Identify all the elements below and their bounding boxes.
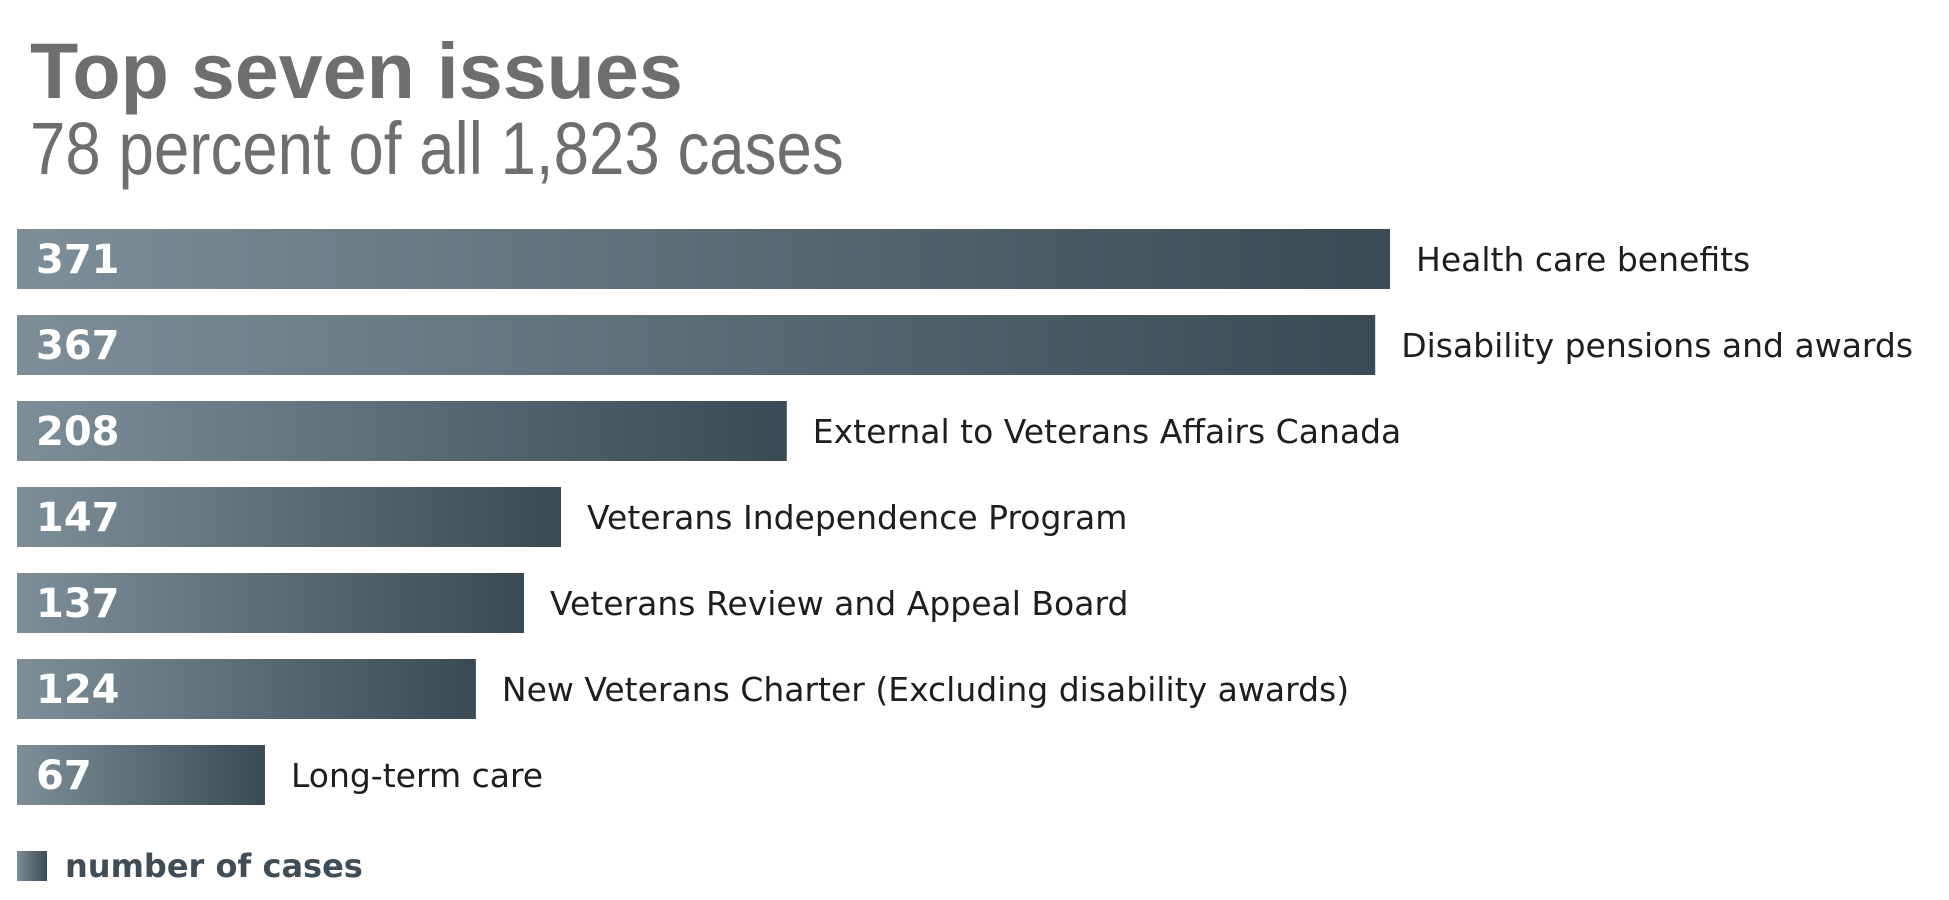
- legend: number of cases: [17, 847, 363, 885]
- category-label-2: External to Veterans Affairs Canada: [813, 412, 1402, 451]
- chart-subtitle: 78 percent of all 1,823 cases: [30, 107, 844, 190]
- value-label-5: 124: [36, 667, 120, 713]
- bar-5: [17, 659, 476, 719]
- legend-swatch: [17, 851, 47, 881]
- category-label-6: Long-term care: [291, 756, 543, 795]
- value-label-1: 367: [36, 323, 120, 369]
- bar-2: [17, 401, 787, 461]
- value-label-3: 147: [36, 495, 120, 541]
- value-label-4: 137: [36, 581, 120, 627]
- value-label-2: 208: [36, 409, 120, 455]
- bar-0: [17, 229, 1390, 289]
- category-label-4: Veterans Review and Appeal Board: [550, 584, 1128, 623]
- category-label-5: New Veterans Charter (Excluding disabili…: [502, 670, 1349, 709]
- chart-title: Top seven issues: [30, 26, 683, 115]
- bars-layer: 371 Health care benefits 367 Disability pen…: [17, 229, 1913, 805]
- category-label-1: Disability pensions and awards: [1401, 326, 1913, 365]
- bar-3: [17, 487, 562, 547]
- value-label-6: 67: [36, 753, 92, 799]
- category-label-0: Health care benefits: [1416, 240, 1750, 279]
- value-label-0: 371: [36, 237, 120, 283]
- bar-4: [17, 573, 525, 633]
- bar-1: [17, 315, 1376, 375]
- bar-6: [17, 745, 265, 805]
- category-label-3: Veterans Independence Program: [587, 498, 1127, 537]
- legend-label: number of cases: [65, 847, 363, 885]
